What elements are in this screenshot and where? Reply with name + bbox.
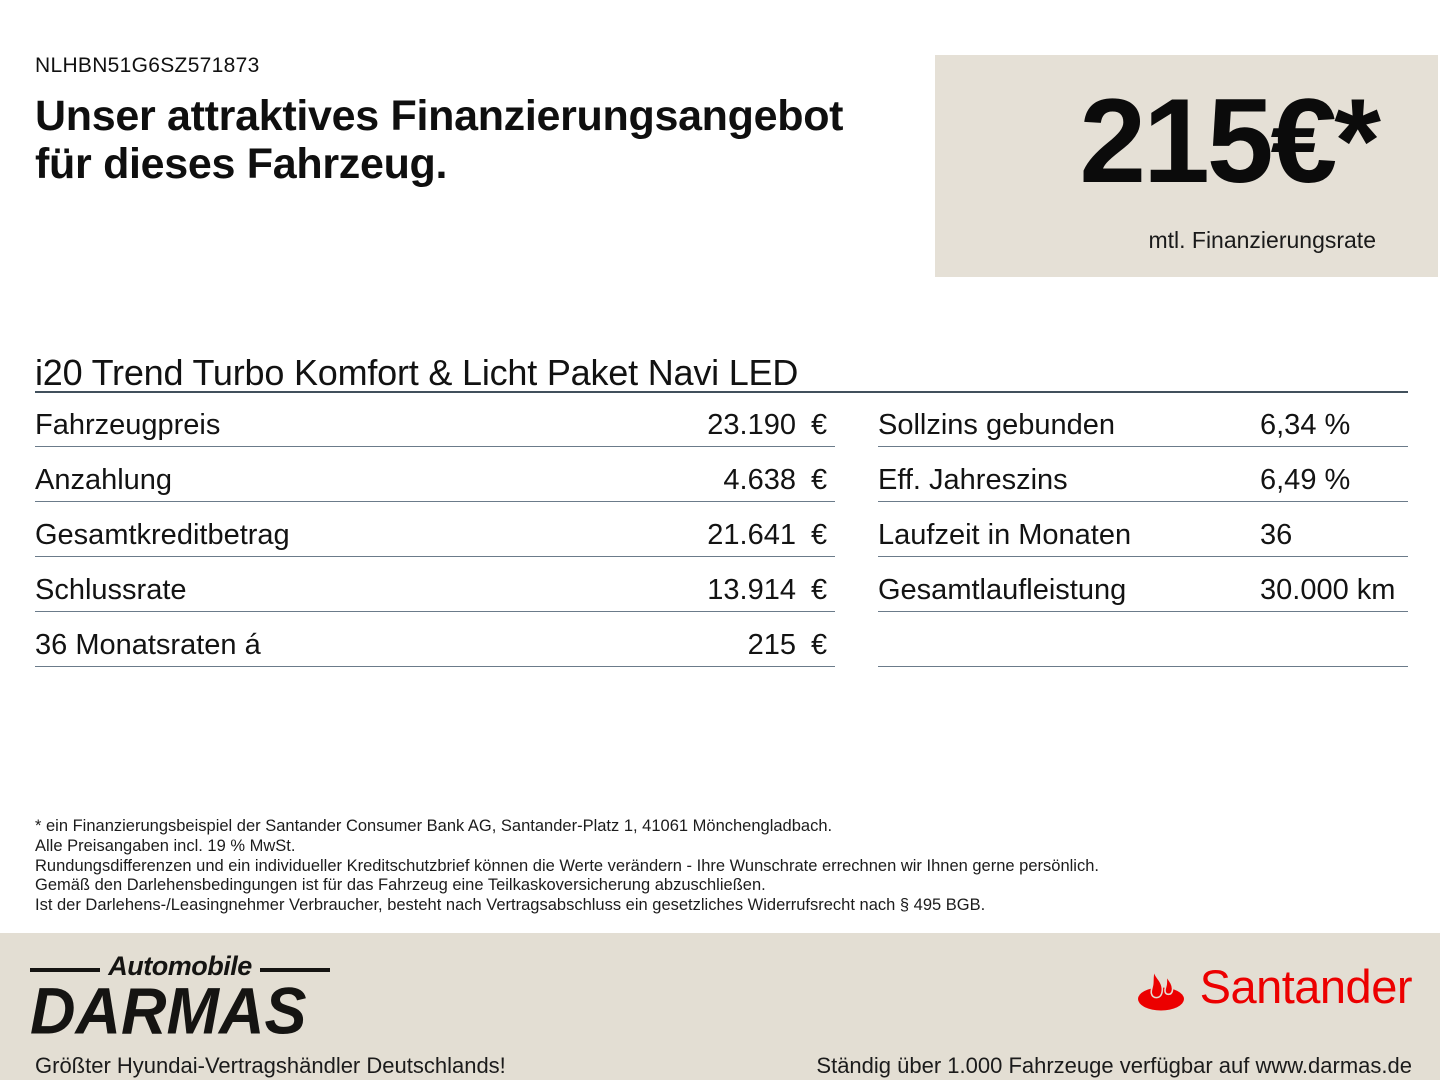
table-row: Gesamtkreditbetrag 21.641 € bbox=[35, 502, 835, 557]
row-label: Gesamtlaufleistung bbox=[878, 574, 1127, 606]
row-value: 21.641 bbox=[707, 519, 796, 551]
darmas-logo-top: Automobile bbox=[30, 951, 330, 982]
row-label: Fahrzeugpreis bbox=[35, 409, 221, 441]
row-unit: € bbox=[811, 409, 828, 441]
finance-table-left: Fahrzeugpreis 23.190 € Anzahlung 4.638 €… bbox=[35, 392, 835, 667]
table-row: Anzahlung 4.638 € bbox=[35, 447, 835, 502]
santander-wordmark: Santander bbox=[1199, 960, 1413, 1013]
row-unit: € bbox=[811, 464, 828, 496]
logo-rule-left bbox=[30, 967, 101, 972]
table-row: Eff. Jahreszins 6,49 % bbox=[878, 447, 1408, 502]
darmas-logo-automobile: Automobile bbox=[108, 951, 252, 981]
table-row: Fahrzeugpreis 23.190 € bbox=[35, 392, 835, 447]
row-unit: € bbox=[811, 629, 828, 661]
table-row-empty bbox=[878, 612, 1408, 667]
table-row: Sollzins gebunden 6,34 % bbox=[878, 392, 1408, 447]
row-label: Eff. Jahreszins bbox=[878, 464, 1068, 496]
row-value: 23.190 bbox=[707, 409, 796, 441]
row-value: 36 bbox=[1260, 519, 1293, 551]
row-value: 13.914 bbox=[707, 574, 796, 606]
vehicle-title: i20 Trend Turbo Komfort & Licht Paket Na… bbox=[35, 352, 799, 393]
row-value: 30.000 km bbox=[1260, 574, 1396, 606]
disclaimer-block: * ein Finanzierungsbeispiel der Santande… bbox=[35, 817, 1225, 916]
footer-tagline-left: Größter Hyundai-Vertragshändler Deutschl… bbox=[35, 1053, 506, 1078]
table-row: Schlussrate 13.914 € bbox=[35, 557, 835, 612]
table-row: Gesamtlaufleistung 30.000 km bbox=[878, 557, 1408, 612]
disclaimer-line: Ist der Darlehens-/Leasingnehmer Verbrau… bbox=[35, 896, 986, 915]
santander-flame-icon bbox=[1137, 959, 1184, 1011]
row-label: Gesamtkreditbetrag bbox=[35, 519, 290, 551]
table-row: Laufzeit in Monaten 36 bbox=[878, 502, 1408, 557]
row-label: Schlussrate bbox=[35, 574, 187, 606]
page-title-line1: Unser attraktives Finanzierungsangebot bbox=[35, 92, 844, 140]
santander-logo: Santander bbox=[1132, 959, 1413, 1013]
row-label: 36 Monatsraten á bbox=[35, 629, 261, 661]
row-value: 6,34 % bbox=[1260, 409, 1351, 441]
finance-table-right: Sollzins gebunden 6,34 % Eff. Jahreszins… bbox=[878, 392, 1408, 667]
vin-number: NLHBN51G6SZ571873 bbox=[35, 54, 260, 77]
disclaimer-line: Alle Preisangaben incl. 19 % MwSt. bbox=[35, 836, 296, 855]
row-value: 4.638 bbox=[723, 464, 796, 496]
row-unit: € bbox=[811, 574, 828, 606]
page-title: Unser attraktives Finanzierungsangebot f… bbox=[35, 92, 843, 188]
row-label: Laufzeit in Monaten bbox=[878, 519, 1132, 551]
disclaimer-line: * ein Finanzierungsbeispiel der Santande… bbox=[35, 817, 833, 835]
darmas-logo: Automobile DARMAS bbox=[30, 951, 330, 1049]
darmas-logo-main: DARMAS bbox=[30, 974, 307, 1049]
row-label: Sollzins gebunden bbox=[878, 409, 1116, 441]
monthly-rate-caption: mtl. Finanzierungsrate bbox=[1148, 227, 1376, 253]
row-unit: € bbox=[811, 519, 828, 551]
row-label: Anzahlung bbox=[35, 464, 173, 496]
row-value: 215 bbox=[747, 629, 796, 661]
monthly-rate-amount: 215€* bbox=[1079, 74, 1381, 208]
disclaimer-line: Rundungsdifferenzen und ein individuelle… bbox=[35, 856, 1099, 875]
monthly-rate-box: 215€* mtl. Finanzierungsrate bbox=[935, 55, 1438, 277]
footer-tagline-right: Ständig über 1.000 Fahrzeuge verfügbar a… bbox=[816, 1053, 1412, 1078]
title-divider bbox=[35, 391, 1408, 393]
row-value: 6,49 % bbox=[1260, 464, 1351, 496]
disclaimer-line: Gemäß den Darlehensbedingungen ist für d… bbox=[35, 876, 766, 895]
footer-bar: Automobile DARMAS Santander Größter Hyun… bbox=[0, 933, 1440, 1080]
table-row: 36 Monatsraten á 215 € bbox=[35, 612, 835, 667]
logo-rule-right bbox=[259, 967, 330, 972]
page-title-line2: für dieses Fahrzeug. bbox=[35, 140, 448, 188]
